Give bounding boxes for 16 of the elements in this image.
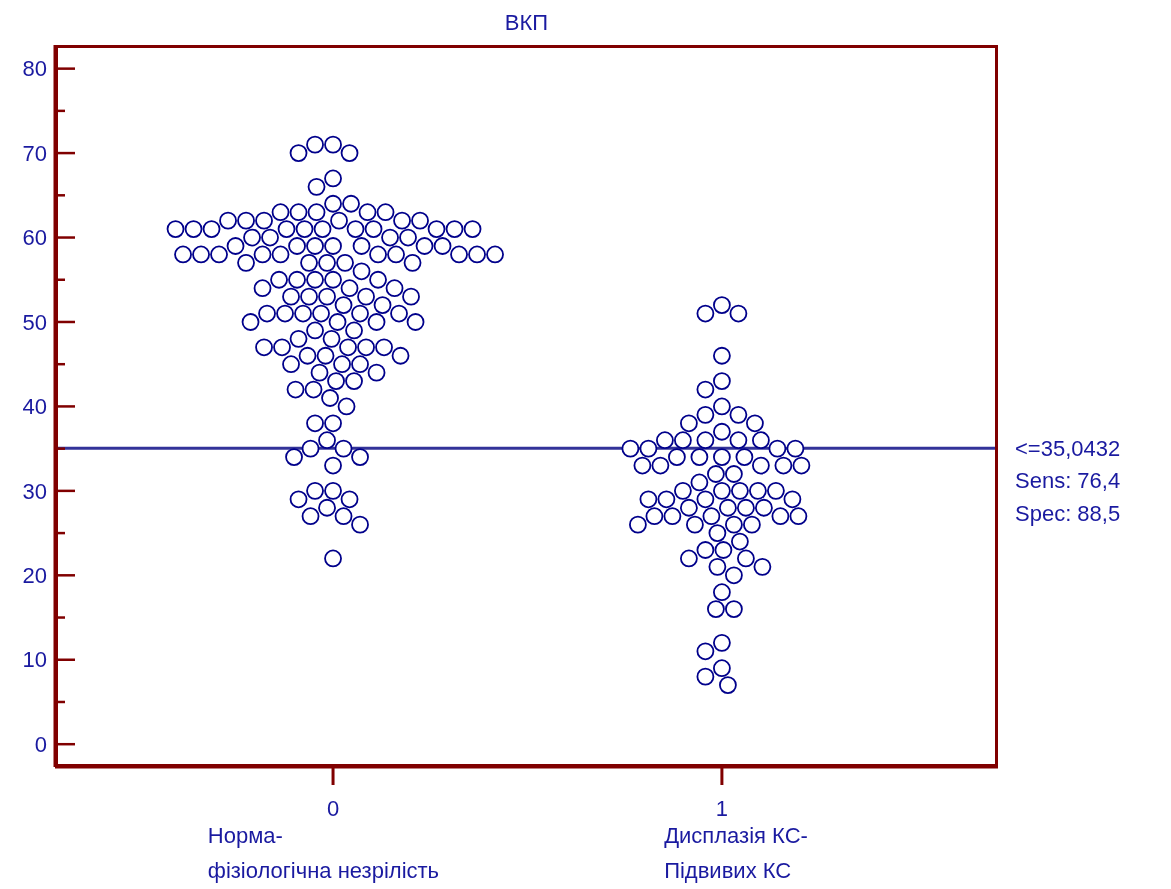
text: Spec: 88,5 xyxy=(1015,501,1121,528)
y-tick-label: 10 xyxy=(22,647,47,673)
y-tick-label: 0 xyxy=(34,731,47,757)
y-tick-label: 30 xyxy=(22,478,47,504)
y-tick-label: 50 xyxy=(22,309,47,335)
ref-line-label: <=35,0432 xyxy=(1015,435,1121,461)
chart-title: ВКП xyxy=(503,10,550,36)
text: Норма- фізіологічна незрілість xyxy=(207,823,440,883)
y-tick-label: 70 xyxy=(22,140,47,166)
y-tick-label: 60 xyxy=(22,225,47,251)
text: Sens: 76,4 xyxy=(1015,468,1121,495)
x-tick-label: 1 xyxy=(715,795,729,821)
text: Дисплазія КС- Підвивих КС xyxy=(664,823,808,883)
y-tick-label: 40 xyxy=(22,394,47,420)
y-tick-label: 20 xyxy=(22,563,47,589)
y-tick-label: 80 xyxy=(22,56,47,82)
